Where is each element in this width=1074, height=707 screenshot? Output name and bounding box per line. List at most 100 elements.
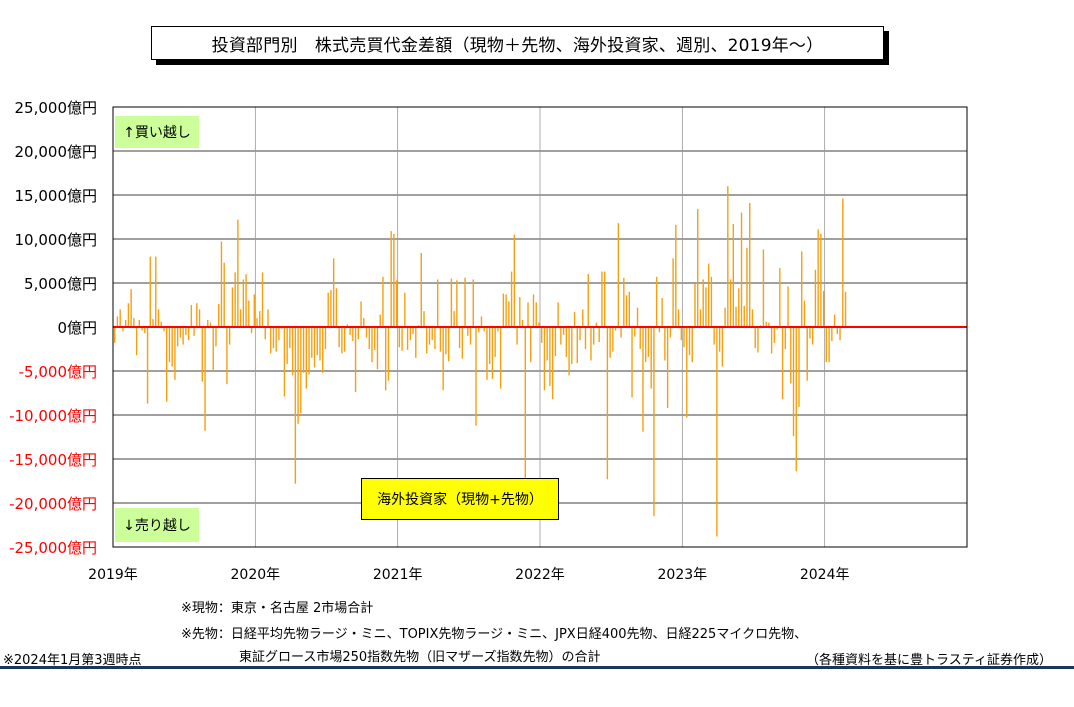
bar [431,327,433,341]
bar [234,272,236,327]
bar [661,297,663,327]
bar [365,327,368,338]
bar [549,327,551,386]
bar [817,229,819,327]
bar [609,327,611,358]
bar [508,301,510,327]
x-axis: 2019年 2020年 2021年 2022年 2023年 2024年 [88,567,849,583]
bar [114,327,116,343]
bar-series [114,186,847,537]
bar [636,307,639,327]
bar [193,327,195,336]
bar [612,327,614,352]
bar [543,327,546,391]
bar [198,309,201,327]
bar [820,233,822,327]
bar [732,224,734,327]
bar [713,327,715,345]
bar [480,316,483,327]
bar [762,249,765,327]
bar [738,288,740,327]
series-label: 海外投資家（現物+先物） [361,478,559,520]
bar [527,302,529,327]
bar [770,327,773,354]
bar [833,314,836,327]
bar [836,327,839,335]
y-axis: 25,000億円 20,000億円 15,000億円 10,000億円 5,000億円 0… [9,99,97,557]
bar [781,327,784,400]
bar [822,290,825,327]
chart-title: 投資部門別 株式売買代金差額（現物＋先物、海外投資家、週別、2019年～） [151,26,884,60]
bar [259,311,261,327]
bar [560,327,562,345]
y-tick-label: 5,000億円 [24,275,97,293]
bar [814,269,817,327]
bar [439,327,442,352]
bar [182,327,184,345]
bar [721,327,724,367]
bar [680,327,682,341]
bar [634,327,636,337]
bar [127,303,130,327]
bar [510,271,513,327]
bar [250,327,253,334]
bar [338,327,340,348]
y-tick-label: 20,000億円 [15,143,98,161]
bar [562,327,565,335]
bar [442,327,444,391]
bar [327,292,329,327]
bar [196,303,198,327]
bar [398,327,401,348]
bar [152,319,154,327]
bar [603,271,606,327]
y-tick-label: -20,000億円 [9,495,97,513]
bar [374,327,376,350]
bar [754,327,756,349]
bar [270,327,272,354]
bar [686,327,688,418]
bar [546,327,548,361]
bar [699,309,702,327]
bar [773,327,776,343]
bar [423,311,425,327]
bar [209,322,212,327]
bar [190,305,193,327]
bar [201,327,203,382]
bar [253,294,255,327]
bar [740,212,743,327]
bar [168,327,171,363]
bar [130,289,132,327]
bar [458,327,461,349]
bar [688,327,691,356]
bar [645,327,647,363]
bar [187,327,190,341]
bar [803,300,806,327]
bar [499,327,502,389]
bar [598,327,600,342]
bar [844,291,847,327]
bar [521,319,524,327]
bar [486,327,488,380]
bar [478,327,480,333]
bar [124,319,127,327]
bar [144,327,146,334]
bar [379,314,381,327]
bar [513,234,516,327]
bar [390,231,392,327]
bar [267,309,269,327]
bar [204,327,206,431]
bar [809,327,811,339]
bar [332,258,335,327]
bar [261,272,264,327]
bar [718,327,721,352]
bar [300,327,302,414]
bar [228,327,231,345]
bar [179,327,182,338]
bar [122,327,124,332]
bar [710,276,713,327]
bar [472,279,474,327]
note-genbutsu: ※現物：東京・名古屋 2市場合計 [181,601,374,616]
bar [653,327,655,517]
note-sakimono-2: 東証グロース市場250指数先物（旧マザーズ指数先物）の合計 [239,650,601,665]
bar [467,327,469,336]
